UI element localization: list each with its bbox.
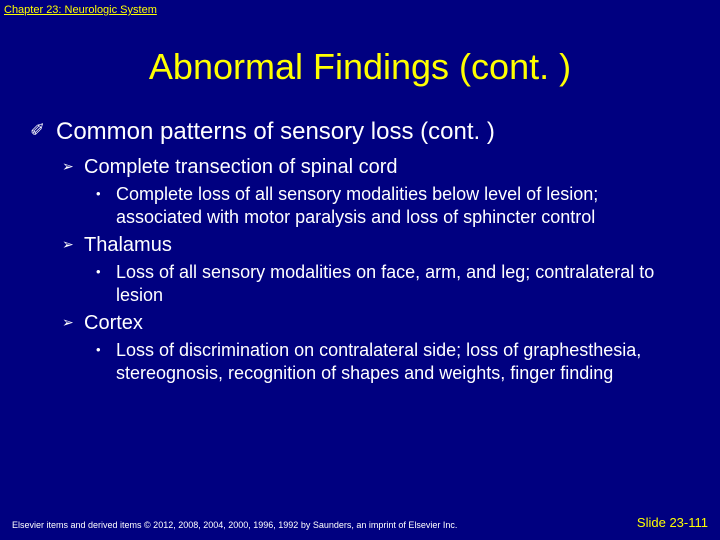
bullet-level1-icon: ✐ [30,120,45,141]
slide-title: Abnormal Findings (cont. ) [0,46,720,88]
level3-item: • Complete loss of all sensory modalitie… [116,183,690,228]
bullet-level3-icon: • [96,264,101,280]
copyright-text: Elsevier items and derived items © 2012,… [12,520,457,530]
chapter-header: Chapter 23: Neurologic System [0,0,720,20]
footer: Elsevier items and derived items © 2012,… [0,515,720,530]
level3-text: Loss of discrimination on contralateral … [116,340,641,383]
content-area: ✐ Common patterns of sensory loss (cont.… [0,118,720,384]
level3-item: • Loss of all sensory modalities on face… [116,261,690,306]
level3-item: • Loss of discrimination on contralatera… [116,339,690,384]
bullet-level2-icon: ➢ [62,158,74,175]
level1-text: Common patterns of sensory loss (cont. ) [56,118,495,145]
level1-item: ✐ Common patterns of sensory loss (cont.… [56,118,690,146]
level3-text: Loss of all sensory modalities on face, … [116,262,654,305]
slide-number: Slide 23-111 [637,515,708,530]
level2-text: Complete transection of spinal cord [84,156,398,178]
bullet-level2-icon: ➢ [62,236,74,253]
level2-item: ➢ Cortex [84,312,690,335]
bullet-level3-icon: • [96,186,101,202]
level2-text: Cortex [84,312,143,334]
bullet-level2-icon: ➢ [62,314,74,331]
level2-item: ➢ Thalamus [84,234,690,257]
level2-text: Thalamus [84,234,172,256]
bullet-level3-icon: • [96,342,101,358]
level3-text: Complete loss of all sensory modalities … [116,184,598,227]
level2-item: ➢ Complete transection of spinal cord [84,156,690,179]
